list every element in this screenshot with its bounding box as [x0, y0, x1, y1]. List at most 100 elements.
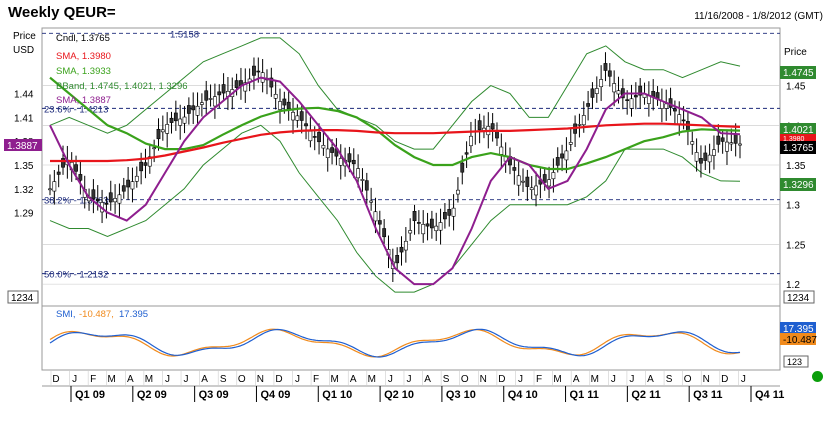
candle-body	[217, 91, 222, 96]
candle-body	[186, 105, 191, 114]
candle-body	[395, 255, 400, 264]
candle-body	[356, 168, 361, 179]
candle-body	[56, 171, 61, 175]
candle-body	[95, 198, 100, 201]
candle-body	[460, 162, 465, 173]
month-label: A	[573, 374, 580, 385]
smi-panel-frame	[41, 305, 781, 371]
candle-body	[360, 179, 365, 181]
candle-body	[547, 179, 551, 187]
tag-close-text: 1.3765	[783, 143, 814, 154]
candle-body	[399, 246, 404, 253]
candle-body	[681, 119, 686, 122]
candle-body	[312, 136, 317, 138]
candle-body	[160, 129, 165, 133]
month-label: J	[406, 374, 411, 385]
candle-body	[377, 220, 382, 225]
left-axis-ticks: 1.441.411.381.351.321.29	[14, 90, 34, 220]
candle-body	[555, 157, 560, 166]
candle-body	[677, 114, 682, 125]
month-label: D	[275, 374, 282, 385]
tag-bband-upper	[780, 66, 816, 79]
bband-upper-line	[49, 37, 741, 150]
right-axis-title: Price	[784, 47, 807, 58]
candle-body	[273, 93, 278, 99]
quarter-label: Q1 11	[570, 389, 599, 401]
candle-body	[169, 117, 174, 123]
month-label: D	[498, 374, 505, 385]
month-label: D	[721, 374, 728, 385]
reference-line-label: 50.0% - 1.2132	[44, 270, 108, 281]
candle-body	[421, 224, 426, 235]
tag-sma-red-text: 1.3980	[783, 136, 805, 143]
tag-bband-mid	[780, 123, 816, 136]
candle-body	[117, 194, 122, 204]
smi-tag-1-text: 17.395	[783, 324, 814, 335]
right-scale-box[interactable]	[783, 290, 815, 304]
candle-body	[495, 130, 499, 139]
left-price-tag	[4, 139, 42, 151]
candle-body	[382, 228, 387, 238]
month-label: M	[368, 374, 376, 385]
right-tick-label: 1.2	[786, 280, 800, 291]
candle-body	[243, 82, 248, 92]
left-scale-box[interactable]	[7, 290, 39, 304]
candle-body	[512, 167, 517, 171]
candle-body	[694, 152, 699, 162]
candle-body	[581, 115, 586, 126]
grid	[42, 85, 780, 285]
tag-close	[780, 141, 816, 154]
left-axis-title: Price	[13, 31, 36, 42]
legend-bband: BBand, 1.4745, 1.4021, 1.3296	[56, 81, 188, 92]
candle-body	[252, 65, 256, 76]
candle-body	[594, 88, 599, 94]
smi-tag-1	[780, 322, 816, 334]
right-tick-label: 1.35	[786, 161, 806, 172]
month-label: F	[536, 374, 542, 385]
candle-body	[78, 174, 83, 181]
month-label: A	[201, 374, 208, 385]
candle-body	[590, 88, 595, 98]
candle-body	[690, 141, 695, 145]
candle-body	[221, 84, 226, 94]
month-label: A	[127, 374, 134, 385]
left-tick-label: 1.41	[14, 113, 34, 124]
candle-body	[529, 187, 534, 191]
quarter-label: Q2 11	[631, 389, 660, 401]
candle-body	[408, 230, 413, 234]
candle-body	[91, 189, 96, 200]
candle-body	[612, 83, 617, 93]
candle-body	[121, 185, 126, 192]
candle-body	[586, 103, 591, 107]
candle-body	[130, 181, 135, 190]
candle-body	[607, 70, 612, 77]
chart-title: Weekly QEUR=	[8, 4, 116, 21]
candle-body	[629, 98, 634, 109]
candle-body	[48, 188, 52, 191]
month-label: N	[257, 374, 264, 385]
candle-body	[499, 146, 504, 155]
month-label: S	[443, 374, 450, 385]
candle-body	[286, 101, 291, 109]
candle-body	[447, 209, 452, 216]
month-label: A	[424, 374, 431, 385]
sma-green-line	[49, 76, 741, 171]
candle-body	[152, 147, 157, 150]
quarter-label: Q3 11	[693, 389, 722, 401]
candle-body	[195, 105, 200, 116]
right-tick-label: 1.3	[786, 201, 800, 212]
legend-sma-purple: SMA, 1.3887	[56, 95, 111, 106]
month-label: S	[666, 374, 673, 385]
candle-body	[373, 211, 378, 222]
candle-body	[560, 153, 564, 159]
candle-body	[720, 137, 725, 142]
month-label: J	[388, 374, 393, 385]
candle-body	[464, 152, 469, 155]
candle-body	[712, 149, 716, 156]
candle-body	[104, 202, 109, 205]
month-label: M	[591, 374, 599, 385]
smi-scale-box[interactable]	[783, 355, 809, 368]
legend-sma-red: SMA, 1.3980	[56, 51, 111, 62]
candle-body	[204, 90, 209, 101]
